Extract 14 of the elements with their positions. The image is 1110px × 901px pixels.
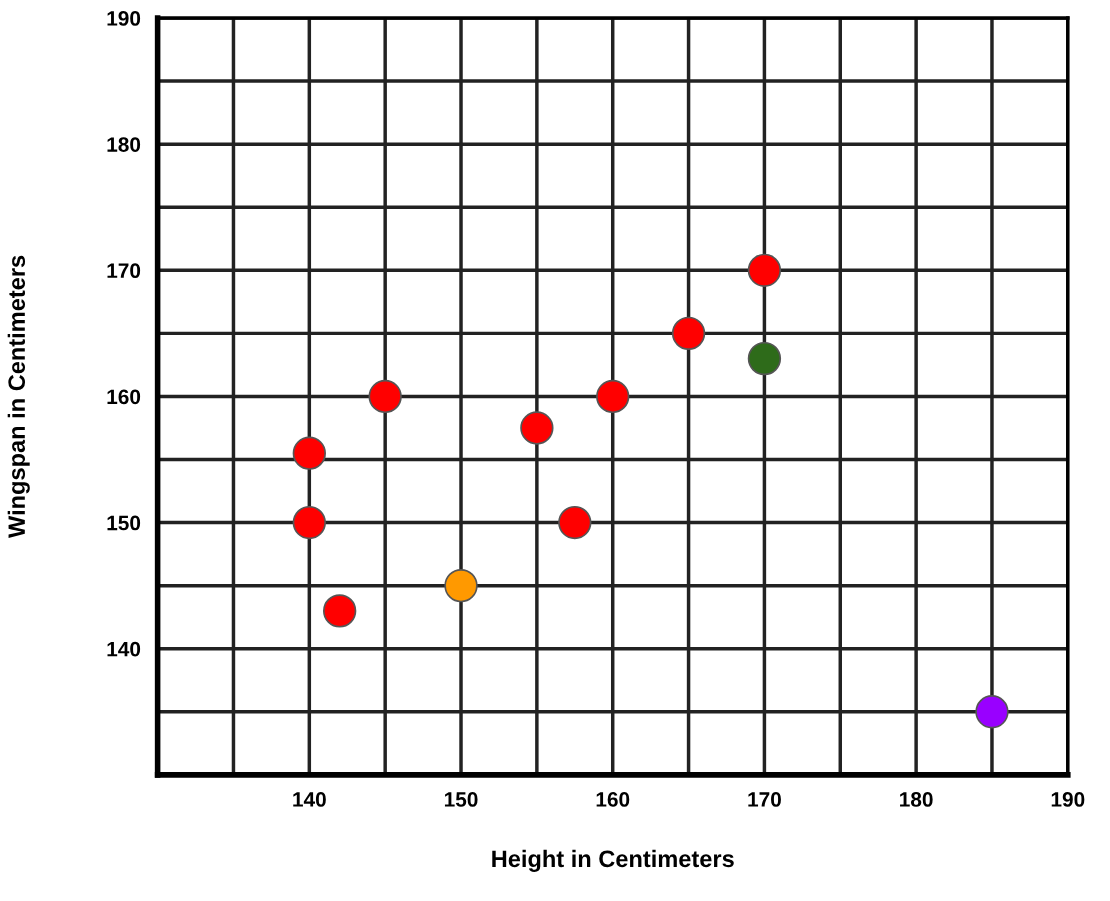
y-tick-label: 150 [107, 515, 141, 531]
x-tick-label: 180 [900, 792, 933, 807]
x-tick-label: 140 [293, 792, 326, 807]
x-axis-title: Height in Centimeters [492, 849, 734, 872]
x-tick-label: 170 [748, 792, 781, 807]
x-tick-label: 190 [1051, 792, 1085, 807]
y-axis-title: Wingspan in Centimeters [7, 255, 30, 538]
y-tick-label: 140 [107, 641, 141, 657]
y-tick-label: 190 [107, 11, 141, 26]
y-tick-label: 180 [107, 137, 141, 152]
x-tick-label: 160 [596, 792, 630, 807]
y-tick-label: 160 [107, 389, 141, 405]
x-tick-label: 150 [444, 792, 478, 807]
y-tick-label: 170 [107, 263, 141, 279]
